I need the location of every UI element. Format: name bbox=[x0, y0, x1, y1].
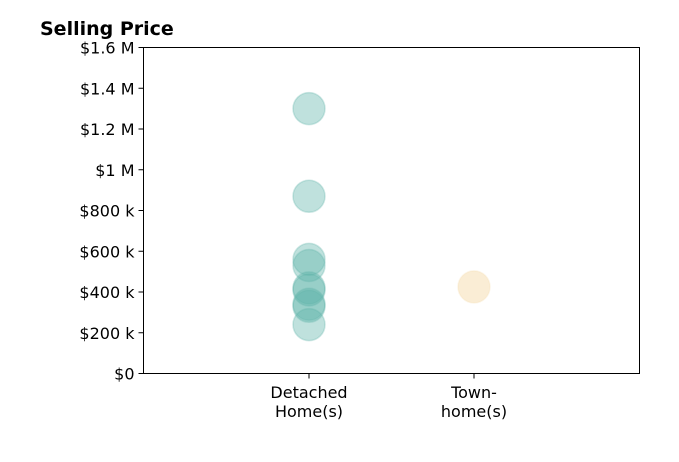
x-category-label: home(s) bbox=[441, 402, 507, 421]
points-layer bbox=[292, 91, 491, 342]
x-category-label: Detached bbox=[270, 383, 347, 402]
data-point bbox=[457, 270, 491, 304]
x-category-label: Home(s) bbox=[275, 402, 343, 421]
data-point bbox=[292, 287, 326, 321]
chart-title: Selling Price bbox=[40, 18, 174, 40]
data-point bbox=[292, 273, 326, 307]
data-point bbox=[292, 271, 326, 305]
data-point bbox=[292, 289, 326, 324]
data-point bbox=[292, 91, 326, 126]
y-tick-label: $0 bbox=[114, 365, 134, 384]
y-tick-label: $400 k bbox=[79, 283, 135, 302]
y-tick-label: $600 k bbox=[79, 242, 135, 261]
y-tick-label: $200 k bbox=[79, 324, 135, 343]
data-point bbox=[292, 242, 326, 277]
x-category-label: Town- bbox=[450, 383, 497, 402]
y-tick-label: $1.2 M bbox=[80, 120, 135, 139]
y-tick-label: $1.4 M bbox=[80, 79, 135, 98]
y-axis: $0 $200 k $400 k $600 k $800 k $1 M $1.2 M $1.4… bbox=[79, 39, 144, 384]
plot-frame bbox=[143, 47, 640, 374]
data-point bbox=[292, 179, 326, 213]
y-tick-label: $1.6 M bbox=[80, 39, 135, 58]
y-tick-label: $800 k bbox=[79, 202, 135, 221]
data-point bbox=[292, 307, 326, 342]
y-tick-label: $1 M bbox=[95, 161, 134, 180]
data-point bbox=[292, 248, 326, 283]
